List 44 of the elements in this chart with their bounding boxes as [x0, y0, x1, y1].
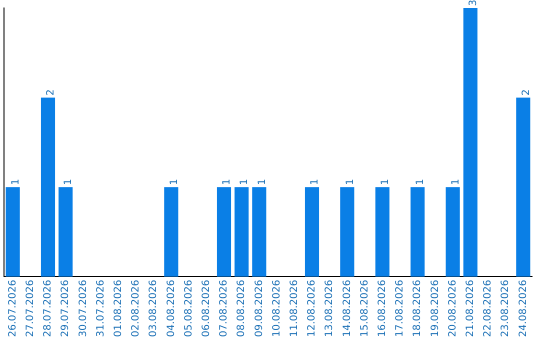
x-tick-label: 14.08.2026: [342, 280, 353, 338]
x-tick-label: 26.07.2026: [7, 280, 18, 338]
data-label: 2: [520, 89, 532, 96]
x-tick-label: 22.08.2026: [482, 280, 494, 338]
x-tick-label: 20.08.2026: [447, 280, 458, 338]
x-tick-label: 11.08.2026: [288, 280, 300, 338]
x-tick-label: 31.07.2026: [95, 280, 106, 338]
data-label: 1: [63, 178, 74, 186]
x-tick-label: 06.08.2026: [200, 280, 212, 338]
data-label: 1: [380, 178, 391, 186]
data-label: 1: [168, 178, 180, 186]
data-label: 1: [239, 178, 250, 186]
x-tick-label: 03.08.2026: [148, 280, 160, 338]
data-label: 1: [415, 178, 426, 186]
x-tick-label: 09.08.2026: [254, 280, 265, 338]
x-tick-label: 12.08.2026: [306, 280, 318, 338]
x-tick-label: 10.08.2026: [271, 280, 282, 338]
x-tick-label: 15.08.2026: [359, 280, 370, 338]
data-label: 1: [10, 178, 22, 186]
x-tick-label: 02.08.2026: [130, 280, 142, 338]
x-tick-label: 17.08.2026: [394, 280, 406, 338]
x-tick-label: 19.08.2026: [430, 280, 441, 338]
x-tick-label: 24.08.2026: [518, 280, 529, 338]
data-label: 1: [344, 178, 356, 186]
x-tick-label: 04.08.2026: [166, 280, 177, 338]
x-tick-label: 13.08.2026: [324, 280, 336, 338]
x-tick-label: 27.07.2026: [24, 280, 36, 338]
data-label: 1: [450, 178, 462, 186]
data-label: 1: [310, 178, 321, 186]
x-tick-label: 30.07.2026: [78, 280, 89, 338]
x-tick-label: 29.07.2026: [60, 280, 72, 338]
data-label: 1: [256, 178, 268, 186]
data-label: 1: [222, 178, 233, 186]
x-tick-label: 16.08.2026: [376, 280, 388, 338]
x-tick-label: 08.08.2026: [236, 280, 248, 338]
x-tick-label: 07.08.2026: [218, 280, 230, 338]
data-label: 3: [468, 0, 479, 6]
x-tick-label: 28.07.2026: [42, 280, 54, 338]
x-tick-label: 18.08.2026: [412, 280, 424, 338]
x-tick-label: 21.08.2026: [464, 280, 476, 338]
x-tick-label: 05.08.2026: [183, 280, 194, 338]
x-tick-label: 01.08.2026: [112, 280, 124, 338]
x-tick-label: 23.08.2026: [500, 280, 512, 338]
data-label: 2: [46, 89, 57, 96]
